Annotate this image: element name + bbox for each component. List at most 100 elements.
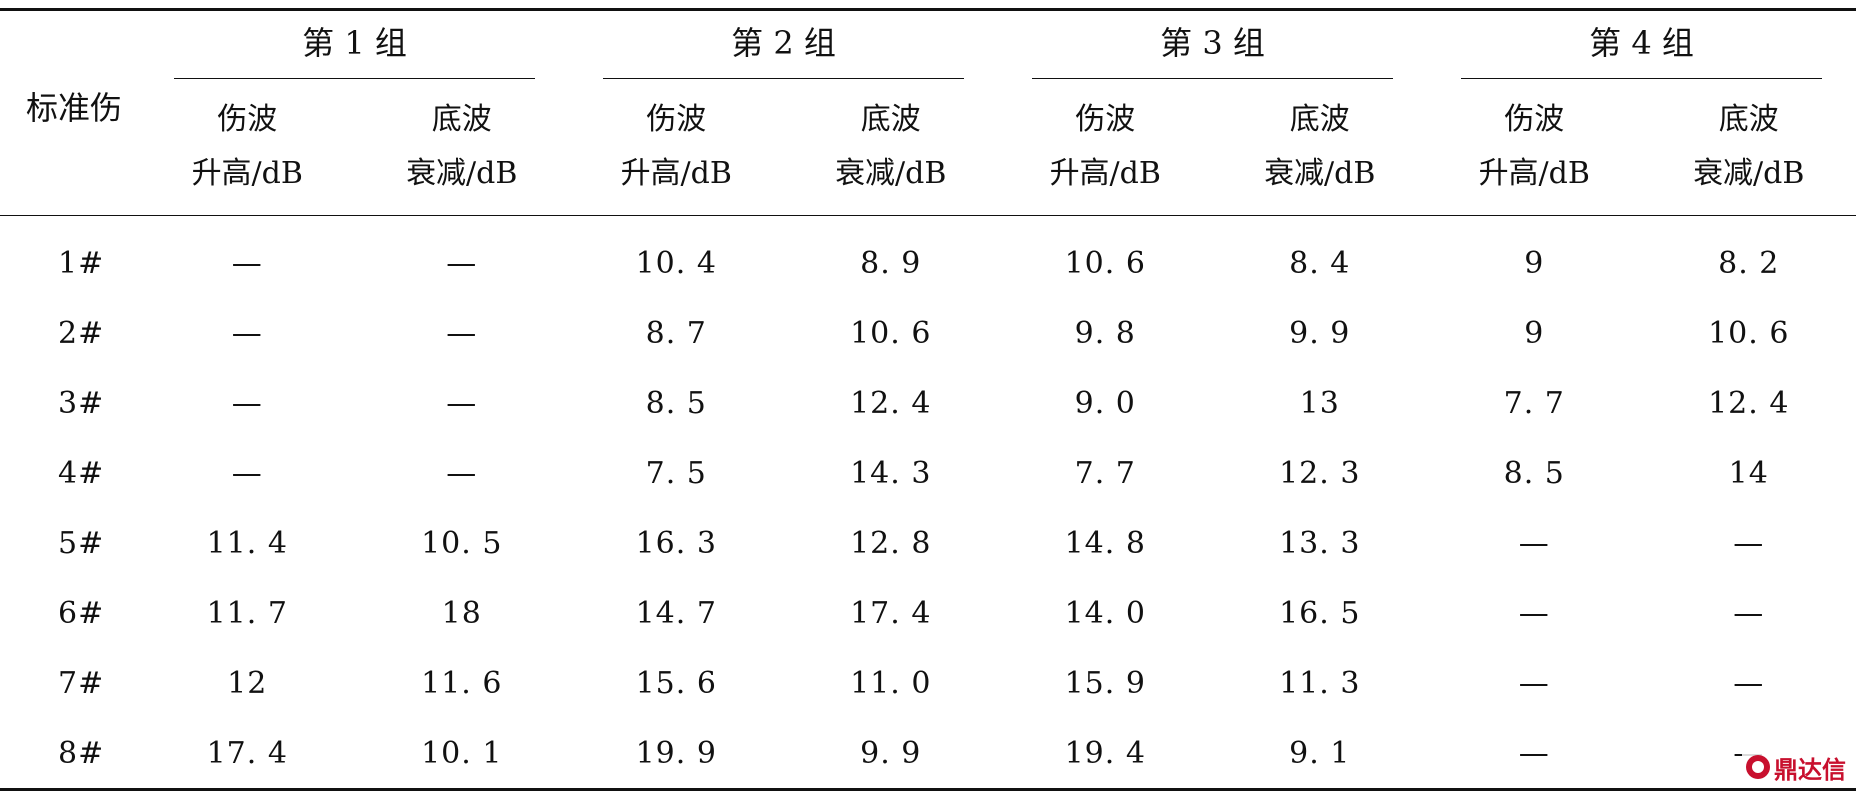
- table-cell: 12: [140, 648, 355, 718]
- table-cell: 9: [1427, 216, 1642, 299]
- table-cell: 15. 6: [569, 648, 784, 718]
- table-cell: 9. 8: [998, 298, 1213, 368]
- table-cell: —: [140, 438, 355, 508]
- table-cell: 10. 6: [998, 216, 1213, 299]
- table-cell: —: [355, 216, 570, 299]
- table-cell: 16. 5: [1213, 578, 1428, 648]
- watermark-text: 鼎达信: [1774, 750, 1846, 785]
- group-header-row: 标准伤 第 1 组 第 2 组 第 3 组 第 4 组: [0, 10, 1856, 80]
- table-cell: —: [355, 298, 570, 368]
- sub-header-atten: 底波衰减/dB: [1642, 79, 1856, 216]
- table-cell: 13. 3: [1213, 508, 1428, 578]
- table-cell: —: [355, 368, 570, 438]
- table-cell: —: [355, 438, 570, 508]
- table-cell: 11. 0: [784, 648, 999, 718]
- table-cell: —: [1642, 648, 1856, 718]
- group-header-3: 第 3 组: [998, 10, 1427, 80]
- sub-header-rise: 伤波升高/dB: [998, 79, 1213, 216]
- table-cell: 14: [1642, 438, 1856, 508]
- table-cell: 11. 4: [140, 508, 355, 578]
- table-cell: 8. 7: [569, 298, 784, 368]
- sub-header-atten: 底波衰减/dB: [355, 79, 570, 216]
- sub-header-rise: 伤波升高/dB: [140, 79, 355, 216]
- table-cell: —: [140, 368, 355, 438]
- table-row: 3# — — 8. 5 12. 4 9. 0 13 7. 7 12. 4: [0, 368, 1856, 438]
- row-label: 6#: [0, 578, 140, 648]
- table-cell: 13: [1213, 368, 1428, 438]
- label-column-header: 标准伤: [0, 10, 140, 216]
- table-cell: 14. 3: [784, 438, 999, 508]
- table-cell: 19. 9: [569, 718, 784, 790]
- row-label: 8#: [0, 718, 140, 790]
- group-header-4: 第 4 组: [1427, 10, 1856, 80]
- table-cell: 14. 8: [998, 508, 1213, 578]
- table-cell: 8. 2: [1642, 216, 1856, 299]
- table-cell: 10. 6: [1642, 298, 1856, 368]
- table-cell: 7. 5: [569, 438, 784, 508]
- table-cell: 11. 6: [355, 648, 570, 718]
- table-cell: 14. 7: [569, 578, 784, 648]
- table-cell: 12. 4: [784, 368, 999, 438]
- table-cell: 11. 7: [140, 578, 355, 648]
- table-row: 2# — — 8. 7 10. 6 9. 8 9. 9 9 10. 6: [0, 298, 1856, 368]
- table-cell: 12. 8: [784, 508, 999, 578]
- table-cell: 15. 9: [998, 648, 1213, 718]
- table-cell: 19. 4: [998, 718, 1213, 790]
- table-row: 8# 17. 4 10. 1 19. 9 9. 9 19. 4 9. 1 — —: [0, 718, 1856, 790]
- table-cell: 17. 4: [140, 718, 355, 790]
- table-cell: 8. 9: [784, 216, 999, 299]
- row-label: 2#: [0, 298, 140, 368]
- table-cell: —: [1427, 578, 1642, 648]
- table-cell: 8. 5: [1427, 438, 1642, 508]
- table-cell: 7. 7: [1427, 368, 1642, 438]
- table-cell: 9: [1427, 298, 1642, 368]
- row-label: 7#: [0, 648, 140, 718]
- row-label: 4#: [0, 438, 140, 508]
- table-cell: —: [1427, 718, 1642, 790]
- sub-header-rise: 伤波升高/dB: [569, 79, 784, 216]
- sub-header-rise: 伤波升高/dB: [1427, 79, 1642, 216]
- table-cell: 10. 4: [569, 216, 784, 299]
- table-cell: 10. 5: [355, 508, 570, 578]
- table-cell: 17. 4: [784, 578, 999, 648]
- table-cell: 10. 1: [355, 718, 570, 790]
- row-label: 3#: [0, 368, 140, 438]
- table-cell: —: [1642, 508, 1856, 578]
- table-row: 4# — — 7. 5 14. 3 7. 7 12. 3 8. 5 14: [0, 438, 1856, 508]
- sub-header-atten: 底波衰减/dB: [1213, 79, 1428, 216]
- table-cell: 9. 9: [1213, 298, 1428, 368]
- table-cell: —: [1642, 578, 1856, 648]
- table-cell: 9. 9: [784, 718, 999, 790]
- table-cell: 16. 3: [569, 508, 784, 578]
- sub-header-atten: 底波衰减/dB: [784, 79, 999, 216]
- group-header-2: 第 2 组: [569, 10, 998, 80]
- table-header: 标准伤 第 1 组 第 2 组 第 3 组 第 4 组 伤波升高/dB 底波衰减…: [0, 10, 1856, 216]
- group-header-1: 第 1 组: [140, 10, 569, 80]
- table-row: 6# 11. 7 18 14. 7 17. 4 14. 0 16. 5 — —: [0, 578, 1856, 648]
- table-body: 1# — — 10. 4 8. 9 10. 6 8. 4 9 8. 2 2# —…: [0, 216, 1856, 790]
- row-label: 1#: [0, 216, 140, 299]
- table-cell: —: [140, 298, 355, 368]
- table-row: 5# 11. 4 10. 5 16. 3 12. 8 14. 8 13. 3 —…: [0, 508, 1856, 578]
- row-label: 5#: [0, 508, 140, 578]
- table-cell: —: [140, 216, 355, 299]
- table-cell: 12. 4: [1642, 368, 1856, 438]
- table-cell: 7. 7: [998, 438, 1213, 508]
- table-cell: 14. 0: [998, 578, 1213, 648]
- table-cell: 8. 5: [569, 368, 784, 438]
- data-table: 标准伤 第 1 组 第 2 组 第 3 组 第 4 组 伤波升高/dB 底波衰减…: [0, 8, 1856, 791]
- logo-icon: [1746, 755, 1770, 779]
- table-cell: —: [1427, 648, 1642, 718]
- watermark-logo: 鼎达信: [1742, 750, 1850, 784]
- table-cell: 11. 3: [1213, 648, 1428, 718]
- table-cell: 8. 4: [1213, 216, 1428, 299]
- sub-header-row: 伤波升高/dB 底波衰减/dB 伤波升高/dB 底波衰减/dB 伤波升高/dB …: [0, 79, 1856, 216]
- table-cell: 9. 0: [998, 368, 1213, 438]
- table-cell: —: [1427, 508, 1642, 578]
- table-row: 7# 12 11. 6 15. 6 11. 0 15. 9 11. 3 — —: [0, 648, 1856, 718]
- table-cell: 10. 6: [784, 298, 999, 368]
- table-cell: 18: [355, 578, 570, 648]
- table-cell: 9. 1: [1213, 718, 1428, 790]
- table-row: 1# — — 10. 4 8. 9 10. 6 8. 4 9 8. 2: [0, 216, 1856, 299]
